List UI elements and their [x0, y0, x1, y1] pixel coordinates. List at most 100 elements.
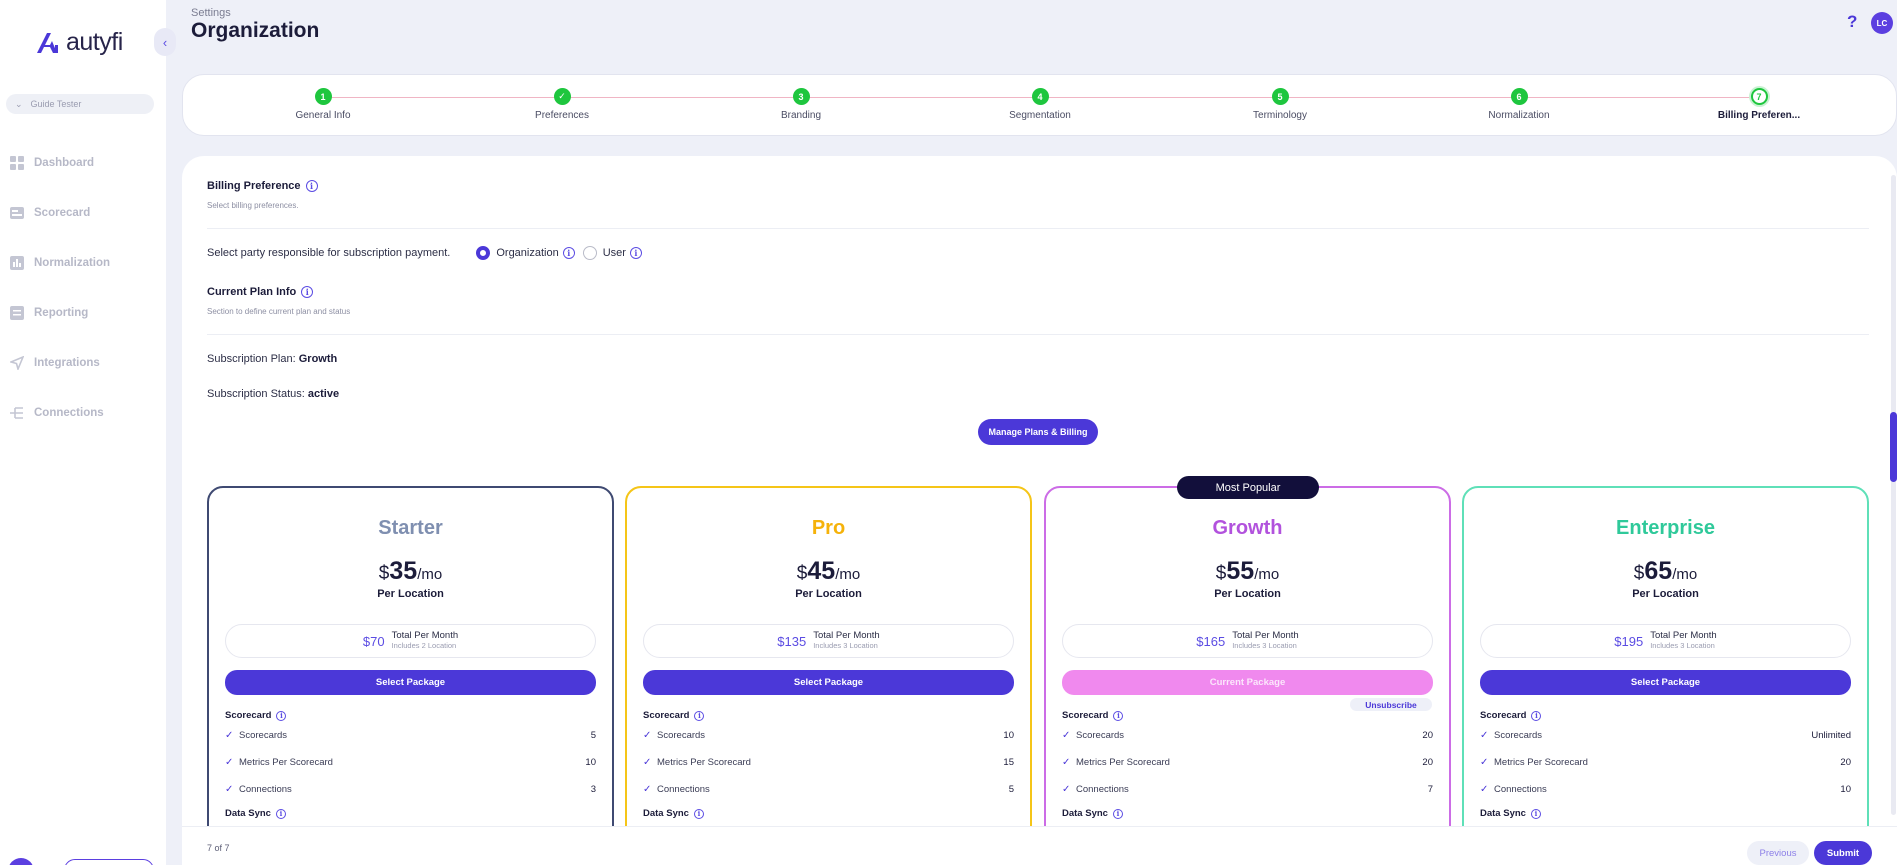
section-title: Current Plan Info [207, 286, 297, 298]
feature-heading-label: Scorecard [1480, 710, 1527, 721]
autyfi-logo[interactable]: autyfi [36, 28, 123, 57]
manage-plans-button[interactable]: Manage Plans & Billing [978, 419, 1098, 445]
select-package-button[interactable]: Select Package [225, 670, 596, 695]
feature-row: ✓ Connections 5 [643, 784, 1014, 795]
step-segmentation[interactable]: 4 Segmentation [970, 88, 1110, 121]
info-icon[interactable]: i [275, 808, 286, 819]
user-avatar[interactable]: LC [1871, 12, 1893, 34]
check-icon: ✓ [1062, 784, 1071, 795]
check-icon: ✓ [1062, 757, 1071, 768]
collapse-sidebar-button[interactable]: ‹ [154, 28, 176, 56]
data-sync-feature-heading: Data Sync i [643, 808, 704, 819]
user-option-label[interactable]: User [602, 247, 626, 259]
info-icon[interactable]: i [562, 247, 575, 259]
info-icon[interactable]: i [693, 808, 704, 819]
sidebar-item-label: Scorecard [34, 207, 91, 219]
subscription-plan: Subscription Plan: Growth [207, 353, 337, 365]
info-icon[interactable]: i [301, 286, 314, 298]
form-footer: 7 of 7 Previous Submit [182, 826, 1897, 865]
sidebar-item-dashboard[interactable]: Dashboard [0, 138, 166, 188]
check-icon: ✓ [1062, 730, 1071, 741]
price-amount: 45 [807, 557, 836, 585]
scrollbar-thumb[interactable] [1890, 412, 1897, 482]
plan-name: Enterprise [1616, 517, 1715, 539]
info-icon[interactable]: i [1530, 808, 1541, 819]
price-unit: Per Location [1632, 588, 1699, 600]
step-general-info[interactable]: 1 General Info [253, 88, 393, 121]
sidebar-item-scorecard[interactable]: Scorecard [0, 188, 166, 238]
feature-label: Metrics Per Scorecard [1494, 757, 1588, 768]
step-terminology[interactable]: 5 Terminology [1210, 88, 1350, 121]
logo-text: autyfi [66, 28, 123, 56]
info-icon[interactable]: i [629, 247, 642, 259]
price-period: /mo [1254, 566, 1280, 583]
unsubscribe-button[interactable]: Unsubscribe [1350, 698, 1432, 711]
workspace-name: Guide Tester [30, 99, 82, 109]
feature-label: Connections [657, 784, 710, 795]
feature-value: 20 [1840, 757, 1851, 768]
previous-button[interactable]: Previous [1747, 841, 1809, 865]
section-subtitle: Select billing preferences. [207, 201, 299, 210]
sidebar-item-integrations[interactable]: Integrations [0, 338, 166, 388]
feature-row: ✓ Scorecards Unlimited [1480, 730, 1851, 741]
total-amount: $165 [1196, 633, 1226, 649]
step-number: 3 [792, 88, 810, 105]
total-label: Total Per Month [1650, 630, 1717, 642]
total-amount: $70 [362, 633, 385, 649]
sidebar-item-connections[interactable]: Connections [0, 388, 166, 438]
price-amount: 65 [1644, 557, 1673, 585]
feature-heading-label: Data Sync [643, 808, 689, 819]
feature-value: 15 [1003, 757, 1014, 768]
includes-label: Includes 2 Location [391, 641, 457, 651]
step-branding[interactable]: 3 Branding [731, 88, 871, 121]
feature-row: ✓ Scorecards 5 [225, 730, 596, 741]
current-package-button[interactable]: Current Package [1062, 670, 1433, 695]
currency: $ [796, 563, 808, 584]
check-icon: ✓ [643, 730, 652, 741]
info-icon[interactable]: i [276, 710, 287, 721]
submit-button[interactable]: Submit [1814, 841, 1872, 865]
reporting-icon [10, 306, 24, 320]
plan-card-pro: Pro $45/mo Per Location $135 Total Per M… [625, 486, 1032, 826]
info-icon[interactable]: i [694, 710, 705, 721]
plan-price: $55/mo [1046, 557, 1449, 586]
info-icon[interactable]: i [1531, 710, 1542, 721]
connections-icon [10, 407, 23, 419]
sidebar-item-normalization[interactable]: Normalization [0, 238, 166, 288]
organization-radio[interactable] [476, 246, 491, 260]
feature-label: Metrics Per Scorecard [1076, 757, 1170, 768]
info-icon[interactable]: i [1112, 808, 1123, 819]
feature-row: ✓ Scorecards 20 [1062, 730, 1433, 741]
scrollbar-track[interactable] [1891, 175, 1896, 815]
workspace-selector[interactable]: ⌄ Guide Tester [6, 94, 154, 114]
step-normalization[interactable]: 6 Normalization [1449, 88, 1589, 121]
sidebar-item-label: Integrations [34, 357, 100, 369]
sidebar-bottom-button[interactable] [64, 859, 154, 865]
normalization-icon [10, 256, 24, 270]
check-icon: ✓ [225, 730, 234, 741]
organization-option-label[interactable]: Organization [496, 247, 559, 259]
select-package-button[interactable]: Select Package [1480, 670, 1851, 695]
data-sync-feature-heading: Data Sync i [1480, 808, 1541, 819]
feature-label: Metrics Per Scorecard [239, 757, 333, 768]
feature-label: Scorecards [1494, 730, 1543, 741]
user-radio[interactable] [582, 246, 597, 260]
feature-label: Connections [239, 784, 292, 795]
feature-row: ✓ Scorecards 10 [643, 730, 1014, 741]
total-label: Total Per Month [391, 630, 459, 642]
plan-card-starter: Starter $35/mo Per Location $70 Total Pe… [207, 486, 614, 826]
feature-row: ✓ Metrics Per Scorecard 20 [1062, 757, 1433, 768]
step-number: 6 [1510, 88, 1528, 105]
step-preferences[interactable]: ✓ Preferences [492, 88, 632, 121]
chevron-down-icon: ⌄ [15, 98, 23, 109]
feature-label: Connections [1076, 784, 1129, 795]
breadcrumb[interactable]: Settings [191, 7, 231, 19]
select-package-button[interactable]: Select Package [643, 670, 1014, 695]
integrations-icon [10, 356, 24, 370]
sidebar-item-reporting[interactable]: Reporting [0, 288, 166, 338]
sidebar-user-avatar[interactable] [8, 858, 34, 865]
step-billing-preferences[interactable]: 7 Billing Preferen... [1689, 88, 1829, 121]
info-icon[interactable]: i [1113, 710, 1124, 721]
help-icon[interactable]: ? [1847, 12, 1858, 31]
info-icon[interactable]: i [305, 180, 318, 192]
